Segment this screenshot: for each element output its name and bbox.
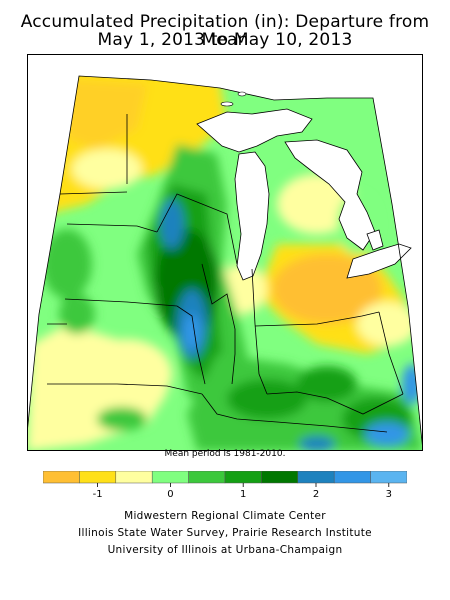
legend-swatches bbox=[43, 471, 407, 484]
credit-mrcc: Midwestern Regional Climate Center bbox=[124, 510, 326, 522]
map-date-range: May 1, 2013 to May 10, 2013 bbox=[97, 30, 353, 50]
legend-tick-label: 1 bbox=[240, 489, 246, 500]
islands bbox=[220, 91, 247, 107]
legend-swatch bbox=[297, 471, 335, 484]
map-frame bbox=[27, 54, 423, 451]
legend-swatch bbox=[333, 471, 371, 484]
legend-swatch bbox=[43, 471, 80, 484]
credit-isws: Illinois State Water Survey, Prairie Res… bbox=[78, 527, 372, 539]
legend-tick-label: -1 bbox=[93, 489, 103, 500]
map-title: Accumulated Precipitation (in): Departur… bbox=[20, 12, 430, 50]
legend-swatch bbox=[261, 471, 299, 484]
mean-period-note: Mean period is 1981-2010. bbox=[164, 449, 286, 459]
legend-swatch bbox=[370, 471, 407, 484]
legend-ticks: -1 0 1 2 3 bbox=[93, 483, 392, 500]
state-boundaries bbox=[27, 75, 423, 451]
legend-swatch bbox=[115, 471, 153, 484]
legend-swatch bbox=[151, 471, 189, 484]
precipitation-map bbox=[27, 54, 423, 451]
legend-tick-label: 2 bbox=[313, 489, 319, 500]
color-legend: -1 0 1 2 3 bbox=[43, 471, 407, 500]
legend-swatch bbox=[188, 471, 226, 484]
legend-swatch bbox=[224, 471, 262, 484]
legend-tick-label: 0 bbox=[167, 489, 173, 500]
legend-swatch bbox=[79, 471, 117, 484]
great-lakes bbox=[196, 108, 412, 281]
legend-tick-label: 3 bbox=[386, 489, 392, 500]
credit-uiuc: University of Illinois at Urbana-Champai… bbox=[107, 544, 343, 556]
